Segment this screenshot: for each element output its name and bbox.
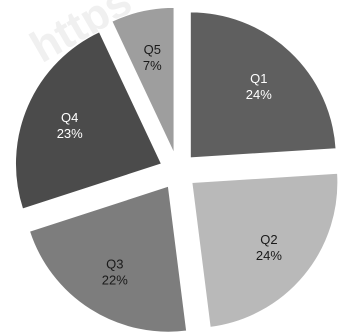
slice-label-q3: Q3 — [106, 257, 123, 272]
slice-label-q5: Q5 — [144, 42, 161, 57]
slice-value-q5: 7% — [143, 58, 162, 73]
slice-value-q4: 23% — [57, 126, 83, 141]
pie-slice-q5 — [111, 6, 175, 154]
slice-label-q2: Q2 — [260, 232, 277, 247]
pie-slice-q1 — [189, 11, 337, 159]
slice-label-q4: Q4 — [61, 110, 78, 125]
slice-value-q3: 22% — [102, 273, 128, 288]
pie-slice-q3 — [28, 185, 188, 333]
slice-label-q1: Q1 — [250, 71, 267, 86]
slice-value-q2: 24% — [256, 248, 282, 263]
slice-value-q1: 24% — [246, 87, 272, 102]
pie-slice-q4 — [15, 31, 163, 210]
pie-slice-q2 — [191, 172, 339, 328]
